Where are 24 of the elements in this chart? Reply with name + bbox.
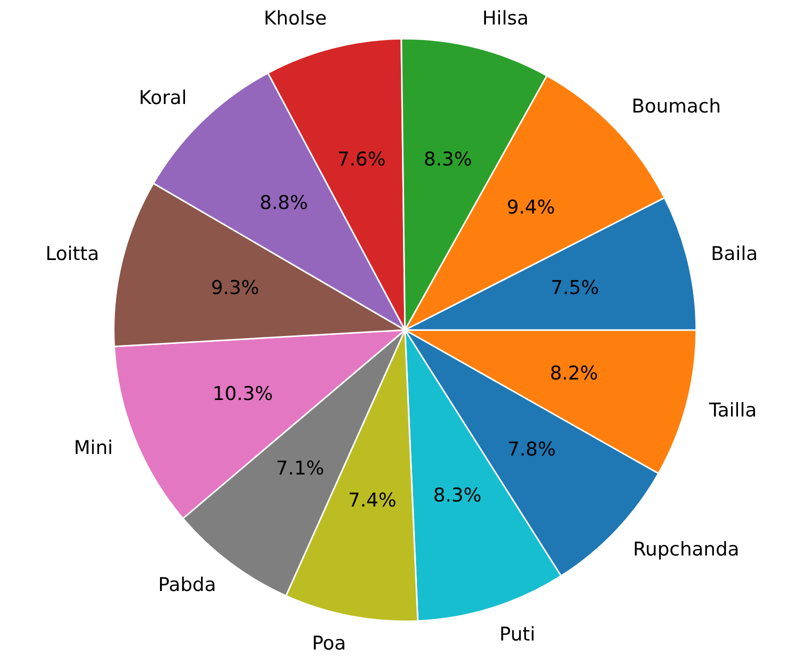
data-label: 9.4% xyxy=(506,196,556,219)
data-label: 7.1% xyxy=(276,458,324,480)
slice-label: Tailla xyxy=(708,400,757,422)
data-label: 8.3% xyxy=(424,148,472,171)
data-label: 7.8% xyxy=(507,438,556,460)
data-label: 7.4% xyxy=(348,490,396,512)
slice-label: Boumach xyxy=(632,96,721,118)
slice-label: Poa xyxy=(312,632,346,655)
slice-label: Koral xyxy=(138,87,187,110)
data-label: 10.3% xyxy=(212,382,273,405)
slice-label: Baila xyxy=(710,243,758,266)
data-label: 8.3% xyxy=(433,484,482,507)
data-label: 8.2% xyxy=(550,362,598,384)
slice-label: Hilsa xyxy=(482,7,529,30)
slice-label: Kholse xyxy=(264,8,327,30)
data-label: 8.8% xyxy=(260,192,308,214)
slice-label: Pabda xyxy=(158,574,216,596)
data-label: 7.5% xyxy=(550,277,600,300)
data-label: 7.6% xyxy=(337,148,386,171)
slice-label: Mini xyxy=(74,436,113,459)
slice-label: Puti xyxy=(499,624,536,646)
data-label: 9.3% xyxy=(210,277,260,300)
slice-label: Loitta xyxy=(45,243,100,266)
slice-label: Rupchanda xyxy=(632,538,740,561)
